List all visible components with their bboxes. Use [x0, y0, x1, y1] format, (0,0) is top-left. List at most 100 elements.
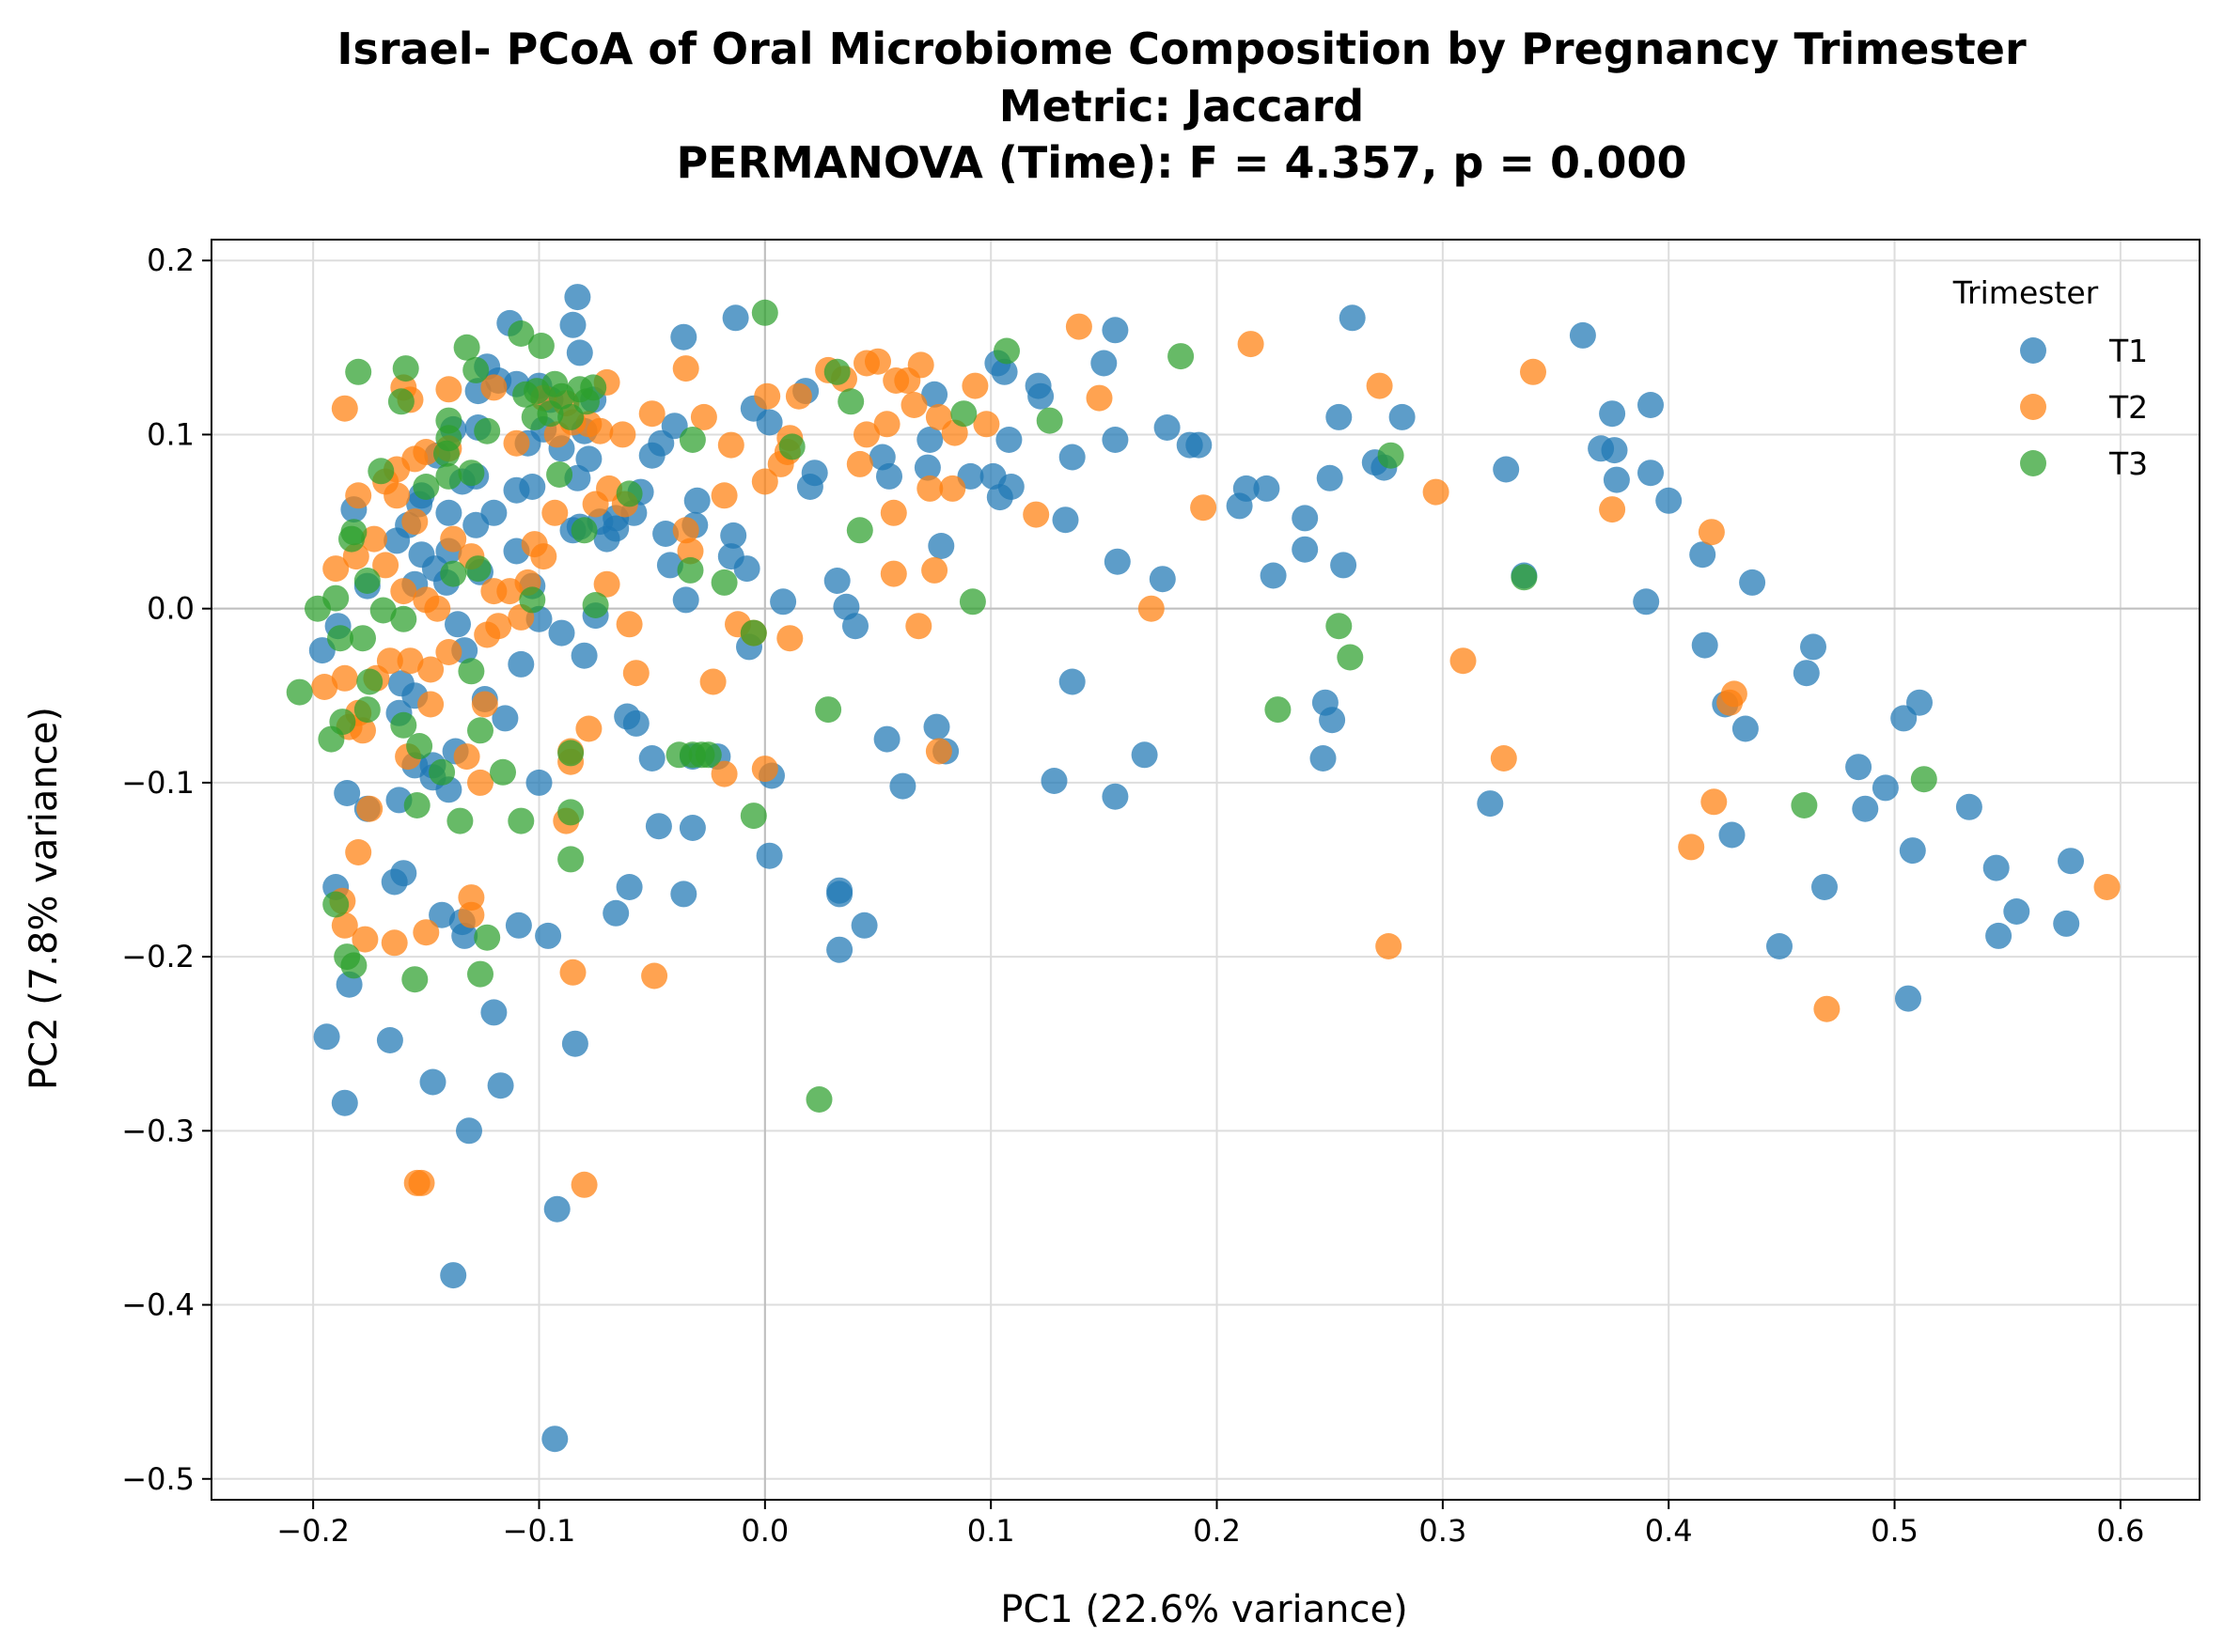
- data-point-T3: [751, 299, 778, 326]
- data-point-T1: [1718, 821, 1746, 849]
- data-point-T3: [815, 696, 842, 724]
- data-point-T1: [670, 881, 697, 908]
- data-point-T3: [458, 658, 485, 685]
- data-point-T3: [557, 740, 585, 767]
- data-point-T2: [458, 901, 485, 928]
- data-point-T1: [645, 813, 672, 840]
- data-point-T1: [559, 311, 587, 338]
- data-point-T1: [1601, 437, 1628, 464]
- data-point-T3: [440, 560, 467, 587]
- data-point-T1: [1603, 466, 1630, 493]
- data-point-T3: [1511, 564, 1538, 591]
- data-point-T3: [401, 966, 429, 993]
- data-point-T3: [546, 461, 573, 488]
- data-point-T1: [456, 1117, 482, 1145]
- data-point-T2: [1366, 372, 1393, 399]
- legend-marker-T1: [2020, 337, 2046, 364]
- data-point-T1: [440, 1262, 467, 1289]
- data-point-T2: [356, 795, 384, 822]
- data-point-T1: [1041, 768, 1068, 794]
- data-point-T3: [695, 741, 722, 769]
- legend-label-T1: T1: [2108, 333, 2148, 369]
- y-tick-label: −0.5: [121, 1461, 195, 1497]
- data-point-T1: [435, 499, 462, 526]
- data-point-T2: [1678, 834, 1705, 861]
- data-point-T3: [356, 668, 384, 695]
- data-point-T2: [361, 525, 387, 553]
- data-point-T2: [1375, 933, 1402, 959]
- data-point-T1: [672, 586, 699, 614]
- series-T1: [308, 284, 2084, 1453]
- data-point-T2: [424, 595, 451, 622]
- data-point-T1: [1845, 754, 1872, 781]
- data-point-T1: [1655, 487, 1683, 514]
- data-point-T3: [490, 758, 516, 786]
- data-point-T2: [345, 482, 372, 509]
- data-point-T3: [474, 924, 501, 951]
- legend-label-T3: T3: [2108, 445, 2148, 482]
- data-point-T3: [1377, 442, 1404, 469]
- data-point-T1: [429, 901, 456, 928]
- data-point-T2: [587, 417, 614, 444]
- data-point-T2: [921, 556, 948, 584]
- data-point-T1: [1906, 689, 1933, 716]
- data-point-T3: [467, 960, 493, 988]
- data-point-T2: [453, 743, 480, 771]
- x-axis-label: PC1 (22.6% variance): [1000, 1588, 1407, 1631]
- data-point-T2: [331, 395, 358, 422]
- data-point-T1: [801, 460, 828, 487]
- data-point-T1: [1102, 427, 1129, 453]
- data-point-T2: [381, 929, 408, 957]
- data-point-T2: [322, 555, 350, 583]
- data-point-T2: [672, 355, 699, 382]
- legend-title: Trimester: [1952, 274, 2099, 311]
- data-point-T3: [1036, 407, 1063, 434]
- data-point-T1: [1691, 631, 1718, 659]
- data-point-T2: [690, 403, 717, 430]
- data-point-T2: [776, 625, 804, 652]
- data-point-T1: [1793, 660, 1820, 687]
- data-point-T2: [413, 919, 440, 946]
- data-point-T2: [480, 374, 508, 401]
- data-point-T2: [403, 1169, 431, 1196]
- data-point-T3: [429, 758, 456, 786]
- data-point-T3: [446, 807, 474, 834]
- data-point-T1: [616, 874, 643, 900]
- data-point-T2: [1813, 995, 1840, 1022]
- y-axis-label: PC2 (7.8% variance): [23, 707, 66, 1090]
- data-point-T1: [1319, 707, 1346, 734]
- data-point-T1: [842, 613, 869, 640]
- data-point-T3: [433, 440, 460, 467]
- data-point-T2: [384, 482, 411, 509]
- data-point-T2: [1086, 384, 1113, 412]
- data-point-T1: [1477, 790, 1504, 818]
- data-point-T3: [338, 525, 365, 553]
- data-point-T2: [638, 400, 666, 428]
- data-point-T1: [1325, 403, 1353, 430]
- data-point-T3: [959, 588, 986, 616]
- data-point-T2: [345, 839, 372, 865]
- data-point-T3: [1910, 766, 1937, 793]
- data-point-T1: [384, 527, 411, 554]
- data-point-T1: [1599, 400, 1626, 428]
- data-point-T3: [1337, 644, 1364, 671]
- x-tick-label: 0.2: [1193, 1513, 1241, 1549]
- data-point-T1: [1689, 541, 1716, 569]
- data-point-T1: [1388, 403, 1416, 430]
- data-point-T1: [487, 1072, 514, 1099]
- data-point-T2: [751, 468, 778, 495]
- y-tick-label: −0.2: [121, 939, 195, 974]
- data-point-T2: [331, 664, 358, 692]
- x-tick-label: −0.1: [503, 1513, 576, 1549]
- data-point-T2: [1599, 496, 1626, 523]
- data-point-T1: [1985, 922, 2013, 949]
- data-point-T1: [1102, 783, 1129, 810]
- data-point-T1: [1090, 350, 1118, 377]
- data-point-T2: [973, 411, 1000, 438]
- data-point-T2: [1237, 331, 1264, 358]
- legend-marker-T2: [2020, 394, 2046, 420]
- data-point-T1: [1260, 562, 1287, 589]
- data-point-T1: [873, 725, 901, 753]
- data-point-T1: [914, 454, 941, 481]
- data-point-T3: [345, 358, 372, 385]
